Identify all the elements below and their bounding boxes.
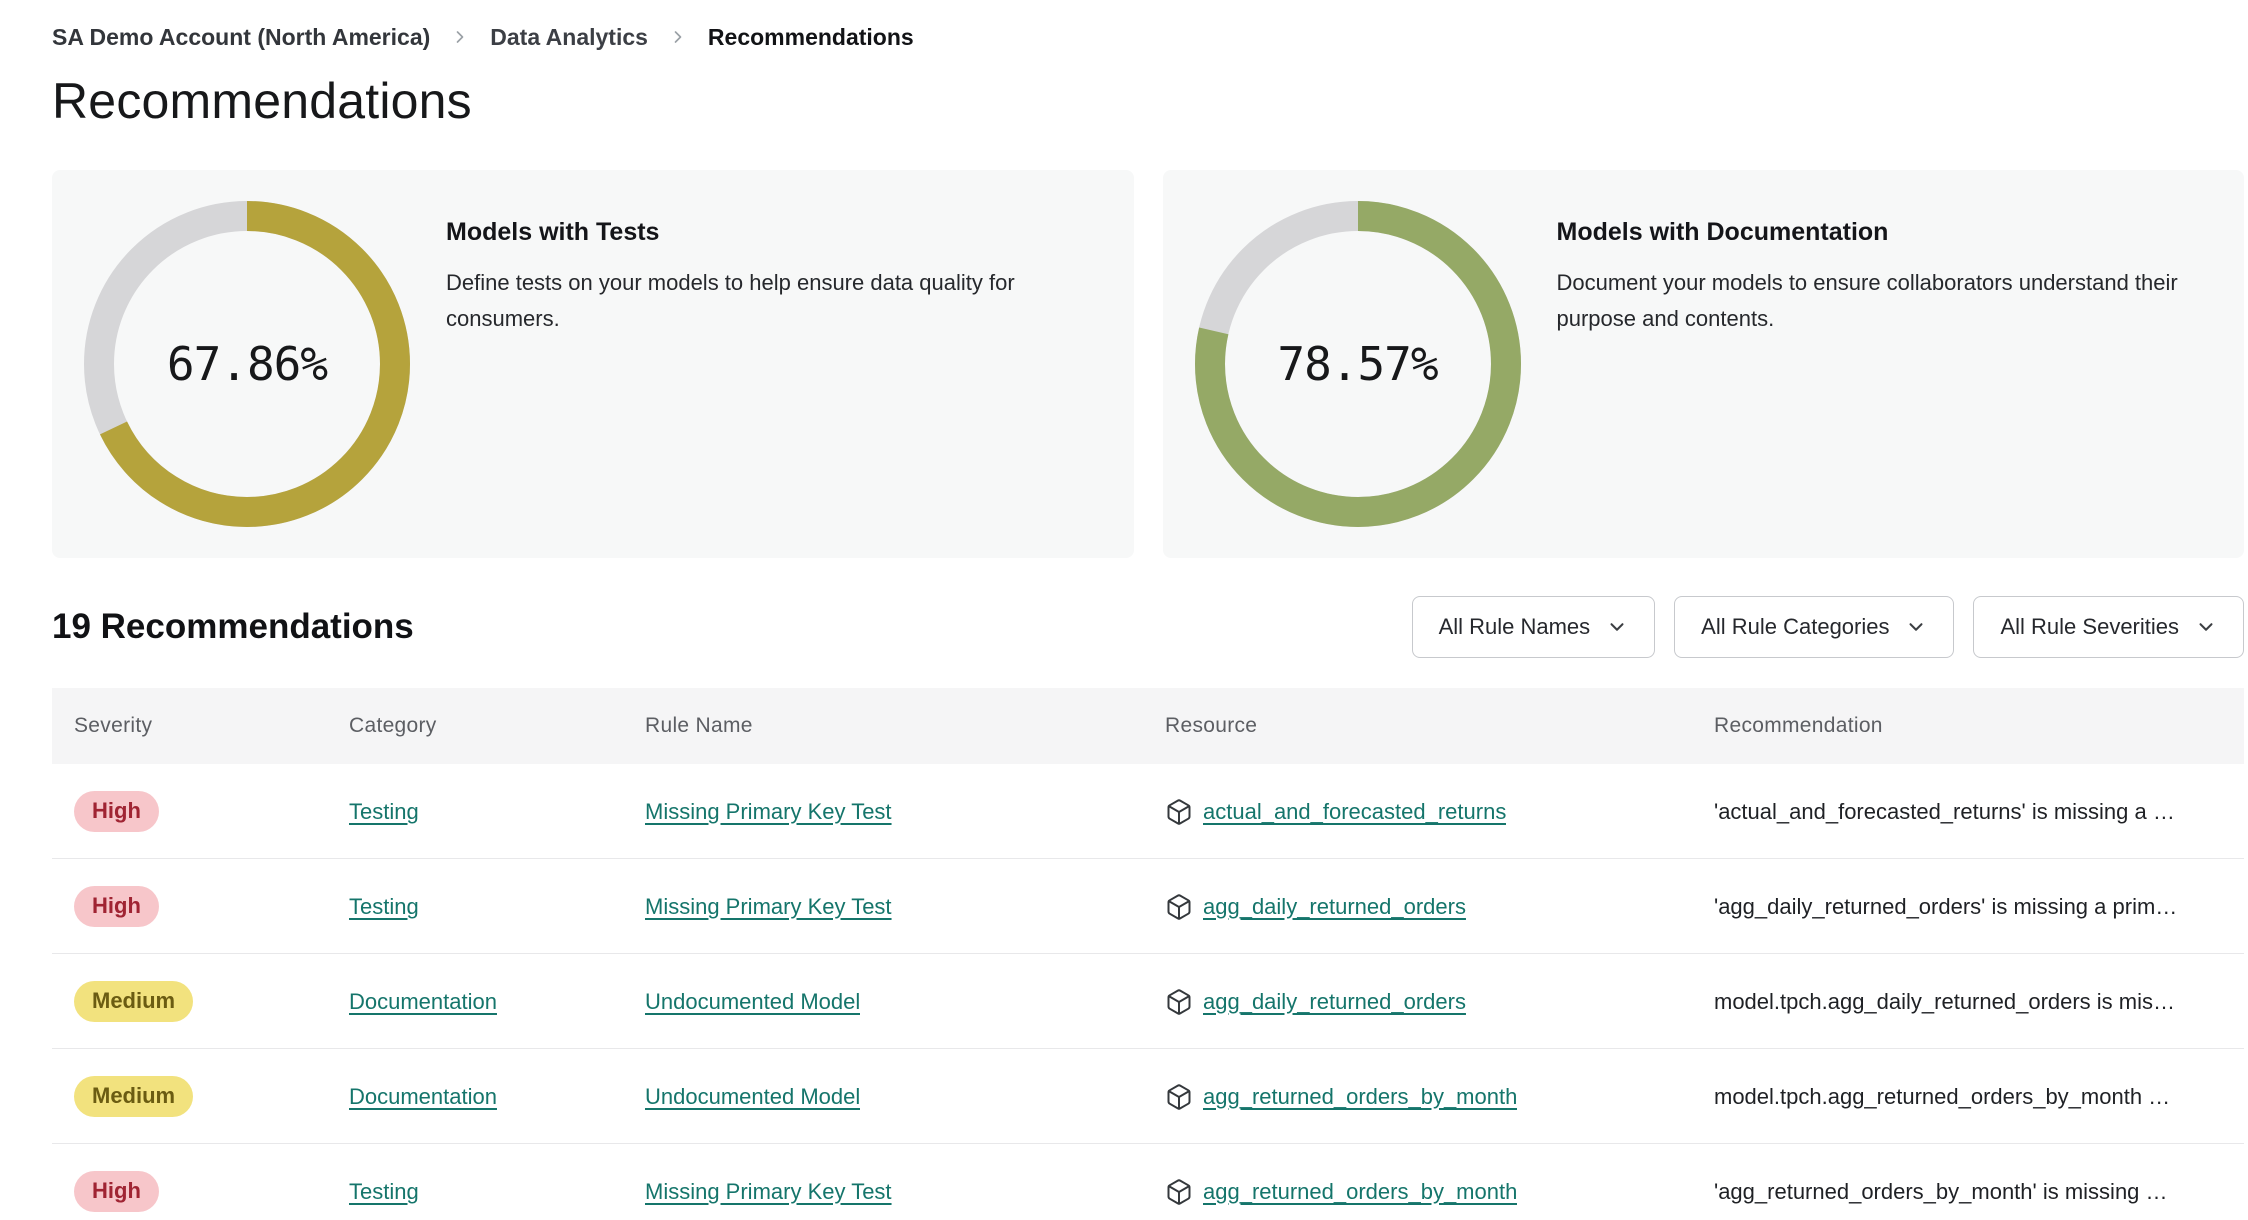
card-title: Models with Documentation xyxy=(1556,218,1889,246)
list-header: 19 Recommendations All Rule Names All Ru… xyxy=(52,596,2244,658)
recommendations-table: Severity Category Rule Name Resource Rec… xyxy=(52,688,2244,1220)
table-row: High Testing Missing Primary Key Test ag… xyxy=(52,859,2244,954)
tests-coverage-donut: 67.86% xyxy=(82,199,412,529)
recommendation-text: model.tpch.agg_returned_orders_by_month … xyxy=(1714,1084,2171,1109)
recommendations-count: 19 Recommendations xyxy=(52,607,414,646)
resource-link[interactable]: actual_and_forecasted_returns xyxy=(1203,798,1507,824)
card-description: Document your models to ensure collabora… xyxy=(1556,270,2178,331)
recommendation-text: 'actual_and_forecasted_returns' is missi… xyxy=(1714,799,2175,824)
filter-label: All Rule Names xyxy=(1438,614,1591,639)
card-text: Models with Tests Define tests on your m… xyxy=(412,170,1126,337)
chevron-right-icon xyxy=(450,27,470,47)
recommendation-text: model.tpch.agg_daily_returned_orders is … xyxy=(1714,989,2176,1014)
model-icon xyxy=(1165,1083,1193,1111)
card-title: Models with Tests xyxy=(446,218,660,246)
severity-badge: Medium xyxy=(74,1076,194,1117)
recommendation-text: 'agg_daily_returned_orders' is missing a… xyxy=(1714,894,2178,919)
breadcrumb-account[interactable]: SA Demo Account (North America) xyxy=(52,23,431,50)
model-icon xyxy=(1165,798,1193,826)
recommendation-text: 'agg_returned_orders_by_month' is missin… xyxy=(1714,1179,2168,1204)
model-icon xyxy=(1165,988,1193,1016)
column-header-severity: Severity xyxy=(74,714,153,737)
column-header-recommendation: Recommendation xyxy=(1714,714,1883,737)
coverage-cards: 67.86% Models with Tests Define tests on… xyxy=(52,170,2244,558)
coverage-percent: 78.57% xyxy=(1277,337,1438,391)
category-link[interactable]: Testing xyxy=(349,1178,419,1204)
table-row: Medium Documentation Undocumented Model … xyxy=(52,1049,2244,1144)
severity-badge: High xyxy=(74,886,159,927)
resource-link[interactable]: agg_returned_orders_by_month xyxy=(1203,1178,1518,1204)
donut-chart xyxy=(84,201,410,527)
card-description: Define tests on your models to help ensu… xyxy=(446,270,1015,331)
models-with-documentation-card: 78.57% Models with Documentation Documen… xyxy=(1162,170,2244,558)
filter-label: All Rule Categories xyxy=(1701,614,1890,639)
breadcrumb-project[interactable]: Data Analytics xyxy=(490,23,648,50)
model-icon xyxy=(1165,893,1193,921)
chevron-down-icon xyxy=(1610,623,1624,631)
rule-name-link[interactable]: Undocumented Model xyxy=(645,988,861,1014)
rule-name-link[interactable]: Missing Primary Key Test xyxy=(645,1178,892,1204)
category-link[interactable]: Documentation xyxy=(349,1083,497,1109)
chevron-down-icon xyxy=(2199,623,2213,631)
column-header-resource: Resource xyxy=(1165,714,1258,737)
column-header-rule-name: Rule Name xyxy=(645,714,753,737)
breadcrumb: SA Demo Account (North America) Data Ana… xyxy=(52,20,2244,54)
column-header-category: Category xyxy=(349,714,437,737)
docs-coverage-donut: 78.57% xyxy=(1193,199,1523,529)
filter-label: All Rule Severities xyxy=(2000,614,2179,639)
rule-categories-filter[interactable]: All Rule Categories xyxy=(1674,596,1955,658)
model-icon xyxy=(1165,1178,1193,1206)
chevron-down-icon xyxy=(1909,623,1923,631)
coverage-percent: 67.86% xyxy=(166,337,328,391)
severity-badge: High xyxy=(74,1171,159,1212)
table-row: High Testing Missing Primary Key Test ac… xyxy=(52,764,2244,859)
table-row: High Testing Missing Primary Key Test ag… xyxy=(52,1144,2244,1220)
breadcrumb-current: Recommendations xyxy=(707,23,914,50)
rule-name-link[interactable]: Undocumented Model xyxy=(645,1083,861,1109)
filters: All Rule Names All Rule Categories All R… xyxy=(1411,596,2244,658)
severity-badge: Medium xyxy=(74,981,194,1022)
rule-name-link[interactable]: Missing Primary Key Test xyxy=(645,798,892,824)
table-header-row: Severity Category Rule Name Resource Rec… xyxy=(52,688,2244,764)
table-row: Medium Documentation Undocumented Model … xyxy=(52,954,2244,1049)
donut-chart xyxy=(1194,201,1521,527)
resource-link[interactable]: agg_returned_orders_by_month xyxy=(1203,1083,1518,1109)
rule-name-link[interactable]: Missing Primary Key Test xyxy=(645,893,892,919)
resource-link[interactable]: agg_daily_returned_orders xyxy=(1203,893,1466,919)
category-link[interactable]: Testing xyxy=(349,893,419,919)
resource-link[interactable]: agg_daily_returned_orders xyxy=(1203,988,1466,1014)
category-link[interactable]: Documentation xyxy=(349,988,497,1014)
chevron-right-icon xyxy=(668,27,688,47)
page-title: Recommendations xyxy=(52,73,472,129)
rule-severities-filter[interactable]: All Rule Severities xyxy=(1973,596,2244,658)
rule-names-filter[interactable]: All Rule Names xyxy=(1411,596,1656,658)
category-link[interactable]: Testing xyxy=(349,798,419,824)
models-with-tests-card: 67.86% Models with Tests Define tests on… xyxy=(52,170,1134,558)
severity-badge: High xyxy=(74,791,159,832)
card-text: Models with Documentation Document your … xyxy=(1523,170,2237,337)
